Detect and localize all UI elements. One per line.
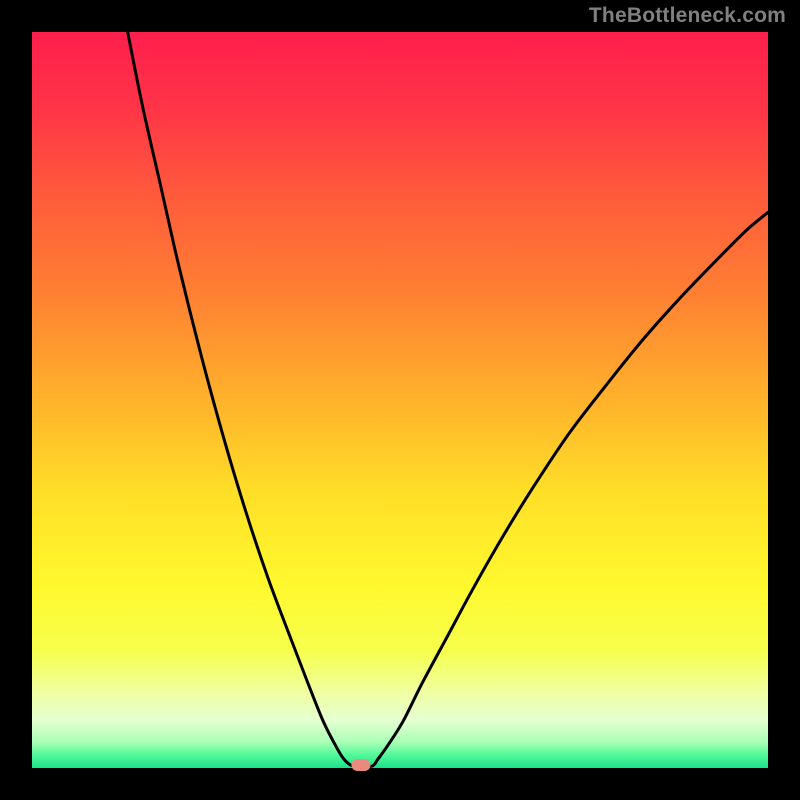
plot-background bbox=[32, 32, 768, 768]
watermark-text: TheBottleneck.com bbox=[589, 4, 786, 28]
bottleneck-chart bbox=[0, 0, 800, 800]
chart-container: { "figure": { "type": "line", "width_px"… bbox=[0, 0, 800, 800]
minimum-marker bbox=[351, 759, 370, 771]
